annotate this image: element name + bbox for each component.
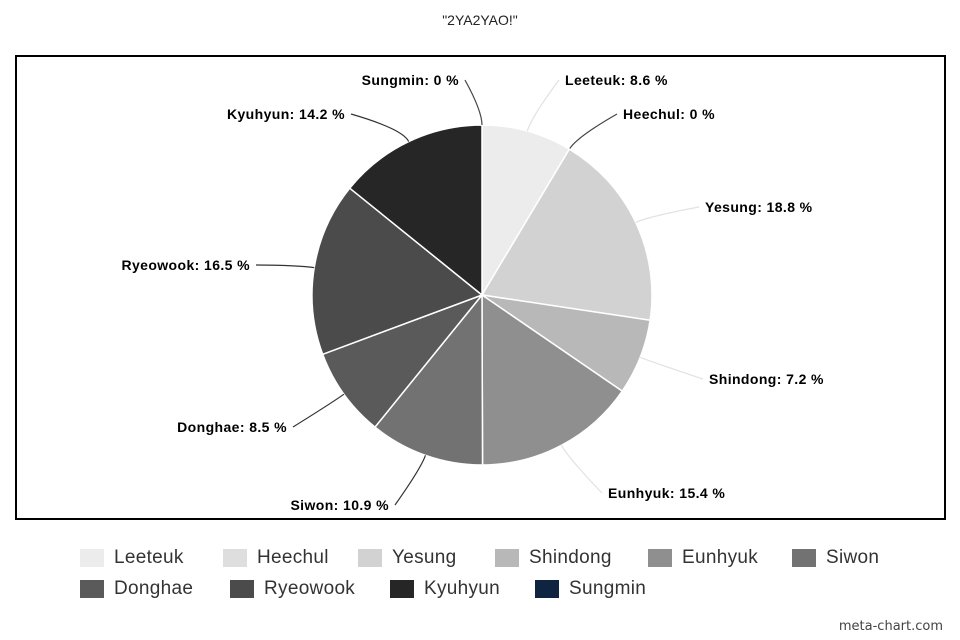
legend-item-kyuhyun: Kyuhyun [390, 578, 500, 600]
legend-item-eunhyuk: Eunhyuk [648, 547, 758, 569]
legend-label: Eunhyuk [682, 547, 759, 568]
legend-item-donghae: Donghae [80, 578, 193, 600]
slice-label-ryeowook: Ryeowook: 16.5 % [121, 257, 250, 273]
slice-label-heechul: Heechul: 0 % [623, 106, 715, 122]
slice-label-leeteuk: Leeteuk: 8.6 % [565, 72, 668, 88]
legend-label: Shindong [529, 547, 612, 568]
legend-item-siwon: Siwon [792, 547, 879, 569]
leader-line-yesung [635, 206, 700, 223]
legend-swatch [230, 580, 254, 598]
leader-line-kyuhyun [350, 113, 410, 142]
leader-line-sungmin [464, 79, 483, 126]
leader-line-donghae [292, 393, 345, 428]
pie-slice-leeteuk [481, 124, 571, 298]
legend-item-yesung: Yesung [358, 547, 457, 569]
pie-slice-eunhyuk [481, 293, 624, 466]
legend-swatch [80, 549, 104, 567]
leader-line-siwon [394, 455, 427, 506]
plot-area: Leeteuk: 8.6 % Heechul: 0 % Yesung: 18.8 %… [15, 55, 946, 520]
slice-label-donghae: Donghae: 8.5 % [177, 419, 287, 435]
legend-label: Ryeowook [264, 578, 356, 599]
slice-label-sungmin: Sungmin: 0 % [362, 72, 460, 88]
legend-label: Siwon [826, 547, 880, 568]
legend-swatch [495, 549, 519, 567]
pie-slice-donghae [321, 293, 485, 429]
leader-line-ryeowook [255, 264, 315, 269]
legend-item-ryeowook: Ryeowook [230, 578, 355, 600]
legend-label: Sungmin [569, 578, 647, 599]
legend-label: Heechul [257, 547, 329, 568]
legend-swatch [535, 580, 559, 598]
pie-chart: Leeteuk: 8.6 % Heechul: 0 % Yesung: 18.8 %… [121, 72, 824, 513]
leader-line-heechul [568, 113, 618, 150]
pie-slice-ryeowook [311, 187, 484, 356]
pie-slice-siwon [373, 292, 484, 466]
legend-swatch [358, 549, 382, 567]
pie-slice-kyuhyun [348, 124, 483, 297]
slice-label-shindong: Shindong: 7.2 % [709, 371, 824, 387]
legend-swatch [648, 549, 672, 567]
pie-slice-yesung [480, 148, 653, 322]
slice-label-kyuhyun: Kyuhyun: 14.2 % [227, 106, 345, 122]
legend-swatch [223, 549, 247, 567]
legend-item-leeteuk: Leeteuk [80, 547, 184, 569]
legend-swatch [80, 580, 104, 598]
slice-label-eunhyuk: Eunhyuk: 15.4 % [608, 485, 725, 501]
legend-item-shindong: Shindong [495, 547, 612, 569]
legend-swatch [792, 549, 816, 567]
legend-label: Donghae [114, 578, 194, 599]
slice-label-yesung: Yesung: 18.8 % [705, 199, 813, 215]
legend-item-sungmin: Sungmin [535, 578, 646, 600]
leader-line-leeteuk [526, 79, 560, 132]
legend-label: Leeteuk [114, 547, 184, 568]
legend-swatch [390, 580, 414, 598]
legend-label: Kyuhyun [424, 578, 501, 599]
slice-label-siwon: Siwon: 10.9 % [290, 497, 389, 513]
leader-line-eunhyuk [560, 444, 603, 494]
legend-label: Yesung [392, 547, 457, 568]
legend-item-heechul: Heechul [223, 547, 329, 569]
watermark: meta-chart.com [838, 619, 943, 634]
chart-title: "2YA2YAO!" [442, 12, 518, 28]
leader-line-shindong [639, 356, 704, 380]
